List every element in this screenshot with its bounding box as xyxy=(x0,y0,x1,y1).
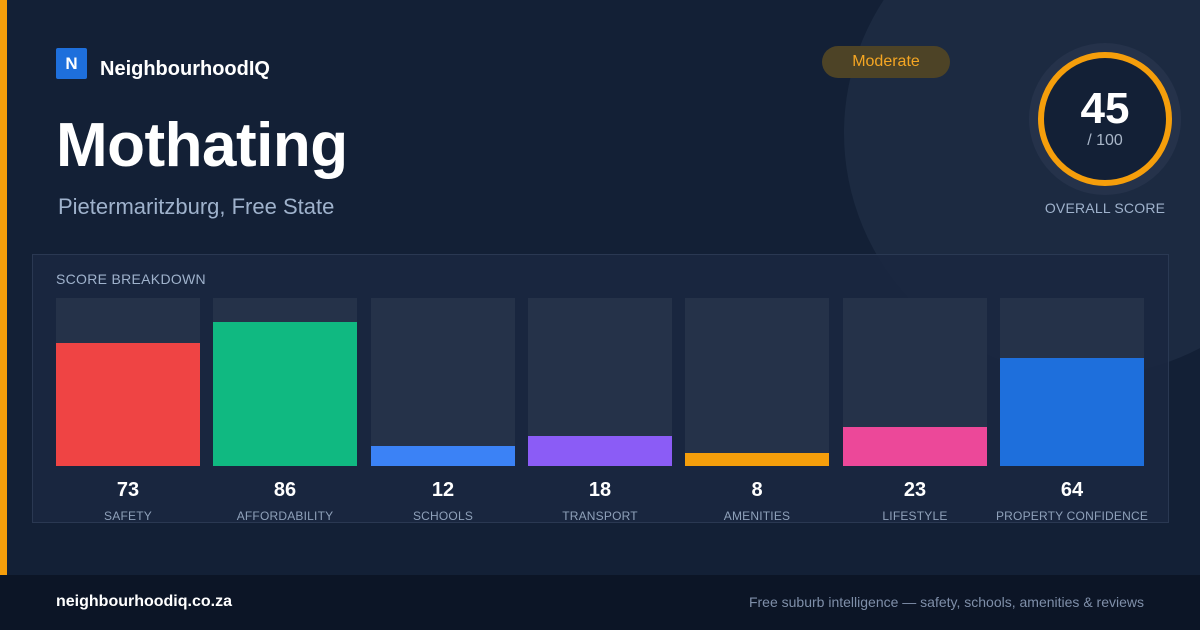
score-ring-progress xyxy=(1038,52,1172,186)
bar-label: AMENITIES xyxy=(723,509,791,523)
bar-value: 86 xyxy=(273,479,297,501)
bar-transport: 18 TRANSPORT xyxy=(528,298,672,523)
bar-affordability: 86 AFFORDABILITY xyxy=(213,298,357,523)
bar-track xyxy=(528,298,672,466)
overall-score-ring xyxy=(1029,43,1181,195)
bar-fill xyxy=(843,427,987,466)
bar-value: 8 xyxy=(751,479,763,501)
bar-label: PROPERTY CONFIDENCE xyxy=(995,509,1149,523)
brand-name: NeighbourhoodIQ xyxy=(100,58,270,80)
brand: N NeighbourhoodIQ xyxy=(56,46,270,81)
bar-label: LIFESTYLE xyxy=(882,509,948,523)
bar-label: TRANSPORT xyxy=(562,509,638,523)
rating-badge: Moderate xyxy=(822,46,950,78)
bar-property-confidence: 64 PROPERTY CONFIDENCE xyxy=(996,298,1148,523)
bar-track xyxy=(371,298,515,466)
bar-fill xyxy=(1000,358,1144,466)
bar-value: 23 xyxy=(903,479,927,501)
accent-bar xyxy=(0,0,7,575)
bar-track xyxy=(685,298,829,466)
bar-value: 64 xyxy=(1060,479,1084,501)
bar-fill xyxy=(685,453,829,466)
bar-value: 73 xyxy=(116,479,140,501)
bar-value: 18 xyxy=(588,479,612,501)
overall-score-value: 45 xyxy=(1080,84,1130,133)
score-breakdown-heading: SCORE BREAKDOWN xyxy=(56,271,206,287)
suburb-title: Mothating xyxy=(56,111,348,180)
overall-score-label: OVERALL SCORE xyxy=(1044,200,1166,216)
bar-amenities: 8 AMENITIES xyxy=(685,298,829,523)
bar-track xyxy=(213,298,357,466)
bar-track xyxy=(843,298,987,466)
footer xyxy=(0,575,1200,630)
bar-label: AFFORDABILITY xyxy=(236,509,334,523)
bar-label: SCHOOLS xyxy=(412,509,474,523)
bar-label: SAFETY xyxy=(104,509,152,523)
overall-score-max: / 100 xyxy=(1087,132,1123,149)
footer-tagline: Free suburb intelligence — safety, schoo… xyxy=(748,594,1144,610)
suburb-location: Pietermaritzburg, Free State xyxy=(58,194,335,219)
bar-lifestyle: 23 LIFESTYLE xyxy=(843,298,987,523)
bar-fill xyxy=(56,343,200,466)
bar-fill xyxy=(528,436,672,466)
bar-track xyxy=(56,298,200,466)
bar-fill xyxy=(371,446,515,466)
bar-safety: 73 SAFETY xyxy=(56,298,200,523)
bar-fill xyxy=(213,322,357,466)
brand-logo-icon: N xyxy=(56,48,87,79)
bar-value: 12 xyxy=(431,479,455,501)
bar-track xyxy=(1000,298,1144,466)
bar-schools: 12 SCHOOLS xyxy=(371,298,515,523)
footer-url[interactable]: neighbourhoodiq.co.za xyxy=(56,593,232,610)
